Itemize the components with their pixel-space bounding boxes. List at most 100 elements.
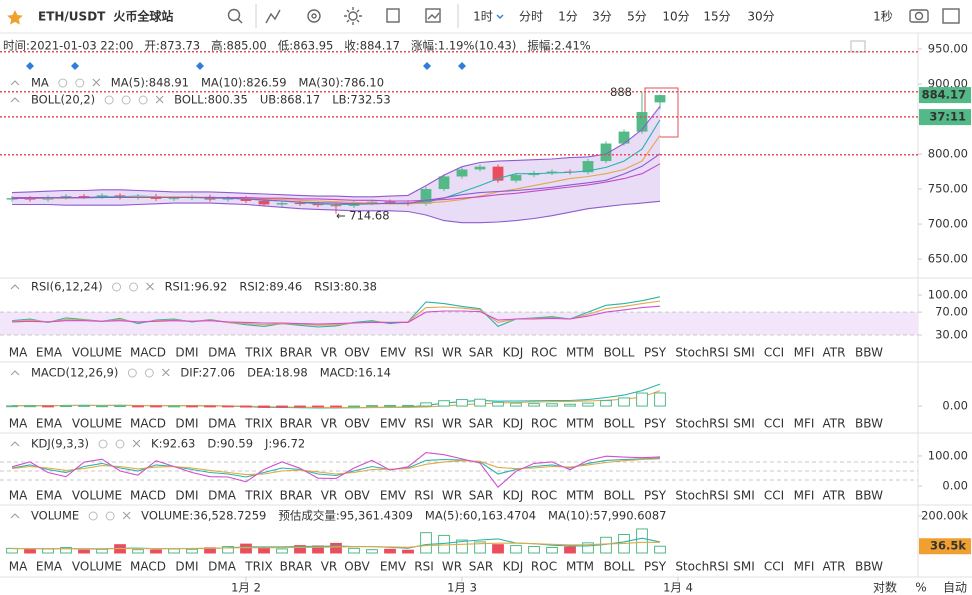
interval-tab[interactable]: 1分 [558, 10, 578, 24]
scale-control[interactable]: % [915, 581, 926, 595]
indicator-tab[interactable]: MACD [130, 489, 166, 503]
indicator-tab[interactable]: OBV [344, 560, 370, 574]
interval-tab[interactable]: 5分 [627, 10, 647, 24]
indicator-tab[interactable]: MA [9, 417, 28, 431]
settings-icon[interactable] [307, 9, 321, 23]
indicator-tab[interactable]: BRAR [280, 560, 313, 574]
theme-icon[interactable] [348, 11, 358, 21]
indicator-tab[interactable]: VR [321, 417, 338, 431]
indicator-tab[interactable]: MACD [130, 560, 166, 574]
indicator-tab[interactable]: BBW [855, 417, 883, 431]
scale-control[interactable]: 对数 [873, 580, 897, 595]
legend-close[interactable] [122, 511, 131, 520]
indicator-tab[interactable]: MTM [566, 417, 594, 431]
indicator-tab[interactable]: BOLL [604, 560, 635, 574]
indicator-tab[interactable]: WR [442, 417, 462, 431]
indicator-tab[interactable]: PSY [644, 560, 667, 574]
indicator-tab[interactable]: KDJ [503, 417, 524, 431]
legend-close[interactable] [132, 439, 141, 448]
indicator-tab[interactable]: WR [442, 346, 462, 360]
search-icon[interactable] [227, 8, 241, 22]
indicator-tab[interactable]: MTM [566, 346, 594, 360]
indicator-tab[interactable]: SMI [733, 560, 755, 574]
legend-icon[interactable] [144, 368, 154, 378]
indicator-tab[interactable]: SMI [733, 489, 755, 503]
indicator-tab[interactable]: VOLUME [72, 489, 122, 503]
indicator-tab[interactable]: EMA [36, 417, 63, 431]
legend-icon[interactable] [127, 368, 137, 378]
legend-icon[interactable] [88, 511, 98, 521]
indicator-tab[interactable]: EMA [36, 560, 63, 574]
indicator-tab[interactable]: MFI [794, 489, 815, 503]
indicator-tab[interactable]: CCI [764, 560, 784, 574]
indicator-tab[interactable]: MTM [566, 489, 594, 503]
indicator-tab[interactable]: ATR [823, 417, 846, 431]
interval-tab[interactable]: 10分 [662, 10, 689, 24]
indicator-tab[interactable]: StochRSI [675, 560, 728, 574]
collapse-toggle[interactable] [10, 513, 20, 519]
indicator-tab[interactable]: SAR [469, 560, 493, 574]
indicator-tab[interactable]: DMI [175, 346, 198, 360]
interval-tab[interactable]: 分时 [519, 10, 543, 24]
indicator-tab[interactable]: VOLUME [72, 417, 122, 431]
collapse-toggle[interactable] [10, 441, 20, 447]
legend-icon[interactable] [58, 78, 68, 88]
indicator-tab[interactable]: DMI [175, 489, 198, 503]
snapshot-icon[interactable] [909, 9, 929, 23]
indicator-tab[interactable]: BRAR [280, 489, 313, 503]
legend-close[interactable] [92, 78, 101, 87]
indicator-tab[interactable]: DMA [208, 417, 237, 431]
indicator-tab[interactable]: SAR [469, 417, 493, 431]
indicator-tab[interactable]: ATR [823, 489, 846, 503]
indicator-tab[interactable]: CCI [764, 489, 784, 503]
legend-icon[interactable] [115, 439, 125, 449]
indicator-tab[interactable]: ATR [823, 346, 846, 360]
interval-tab[interactable]: 1时 [473, 10, 493, 24]
scale-control[interactable]: 自动 [943, 581, 967, 595]
indicator-tab[interactable]: StochRSI [675, 346, 728, 360]
fullscreen-icon[interactable] [942, 8, 960, 24]
indicator-tab[interactable]: WR [442, 489, 462, 503]
indicator-tab[interactable]: RSI [414, 346, 434, 360]
indicator-tab[interactable]: EMV [380, 489, 407, 503]
indicator-tab[interactable]: EMV [380, 560, 407, 574]
indicator-tab[interactable]: BBW [855, 489, 883, 503]
indicator-icon[interactable] [265, 9, 281, 24]
indicator-tab[interactable]: DMA [208, 489, 237, 503]
favorite-star[interactable] [7, 10, 23, 25]
legend-close[interactable] [155, 95, 164, 104]
indicator-tab[interactable]: KDJ [503, 560, 524, 574]
indicator-tab[interactable]: EMA [36, 489, 63, 503]
indicator-tab[interactable]: SAR [469, 346, 493, 360]
legend-icon[interactable] [105, 511, 115, 521]
event-marker[interactable] [196, 62, 204, 70]
indicator-tab[interactable]: VR [321, 346, 338, 360]
indicator-tab[interactable]: VR [321, 560, 338, 574]
indicator-tab[interactable]: PSY [644, 489, 667, 503]
indicator-tab[interactable]: BBW [855, 560, 883, 574]
legend-icon[interactable] [129, 282, 139, 292]
indicator-tab[interactable]: SAR [469, 489, 493, 503]
indicator-tab[interactable]: StochRSI [675, 489, 728, 503]
indicator-tab[interactable]: BBW [855, 346, 883, 360]
indicator-tab[interactable]: TRIX [244, 489, 272, 503]
indicator-tab[interactable]: DMI [175, 560, 198, 574]
indicator-tab[interactable]: TRIX [244, 560, 272, 574]
indicator-tab[interactable]: RSI [414, 417, 434, 431]
indicator-tab[interactable]: BRAR [280, 346, 313, 360]
indicator-tab[interactable]: SMI [733, 346, 755, 360]
collapse-toggle[interactable] [10, 80, 20, 86]
indicator-tab[interactable]: BOLL [604, 489, 635, 503]
indicator-tab[interactable]: KDJ [503, 489, 524, 503]
legend-icon[interactable] [98, 439, 108, 449]
legend-icon[interactable] [138, 95, 148, 105]
legend-close[interactable] [146, 282, 154, 291]
indicator-tab[interactable]: ROC [531, 489, 557, 503]
indicator-tab[interactable]: OBV [344, 417, 370, 431]
collapse-toggle[interactable] [10, 370, 20, 376]
collapse-toggle[interactable] [10, 97, 20, 103]
indicator-tab[interactable]: MA [9, 489, 28, 503]
indicator-tab[interactable]: DMA [208, 346, 237, 360]
indicator-tab[interactable]: MACD [130, 417, 166, 431]
indicator-tab[interactable]: MFI [794, 417, 815, 431]
